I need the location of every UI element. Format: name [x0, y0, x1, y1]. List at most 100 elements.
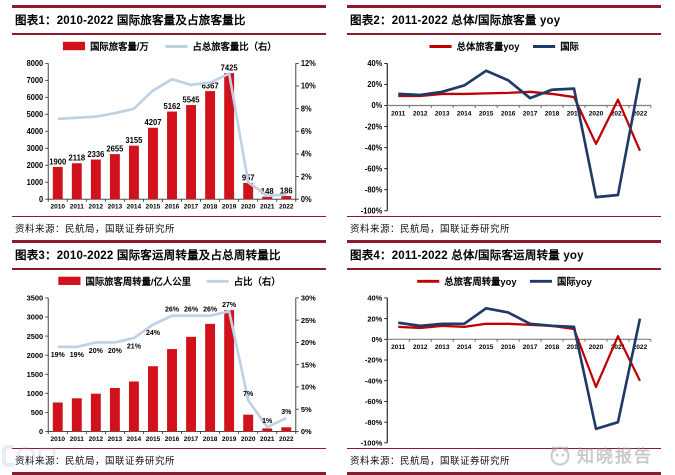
svg-text:2%: 2%	[301, 172, 312, 181]
svg-text:0: 0	[39, 427, 43, 436]
figure2-title: 图表2：2011-2022 总体/国际旅客量 yoy	[347, 5, 661, 35]
svg-text:2017: 2017	[523, 344, 538, 351]
svg-text:30%: 30%	[301, 294, 316, 303]
svg-text:2022: 2022	[279, 436, 294, 443]
svg-text:2019: 2019	[567, 110, 582, 117]
svg-text:20%: 20%	[108, 347, 123, 355]
svg-text:2000: 2000	[27, 351, 44, 360]
svg-text:2012: 2012	[89, 204, 104, 211]
svg-text:2010: 2010	[50, 204, 65, 211]
svg-text:国际yoy: 国际yoy	[557, 277, 593, 288]
svg-text:40%: 40%	[367, 294, 382, 303]
svg-text:20%: 20%	[301, 338, 316, 347]
figure4-source: 资料来源：民航局，国联证券研究所	[347, 448, 661, 475]
svg-text:2019: 2019	[567, 344, 582, 351]
svg-text:2017: 2017	[184, 436, 199, 443]
svg-text:2000: 2000	[27, 161, 44, 170]
figure1-source: 资料来源：民航局，国联证券研究所	[12, 216, 326, 240]
svg-text:2013: 2013	[435, 344, 450, 351]
svg-text:总体旅客量yoy: 总体旅客量yoy	[457, 41, 520, 53]
figure2-panel: 图表2：2011-2022 总体/国际旅客量 yoy 总体旅客量yoy 国际 40%…	[347, 5, 661, 240]
figure1-panel: 图表1：2010-2022 国际旅客量及占旅客量比 国际旅客量/万 占总旅客量比（…	[12, 5, 326, 240]
svg-text:7425: 7425	[221, 63, 239, 72]
svg-text:3000: 3000	[27, 144, 44, 153]
figure1-title: 图表1：2010-2022 国际旅客量及占旅客量比	[12, 5, 326, 35]
svg-text:2012: 2012	[413, 110, 428, 117]
svg-text:3155: 3155	[125, 136, 143, 145]
svg-text:2022: 2022	[279, 204, 294, 211]
svg-text:国际旅客周转量/亿人公里: 国际旅客周转量/亿人公里	[85, 276, 191, 288]
svg-text:2021: 2021	[260, 436, 275, 443]
svg-text:26%: 26%	[203, 305, 218, 313]
svg-text:-20%: -20%	[365, 356, 383, 365]
figure3-combo-chart: 国际旅客周转量/亿人公里 占比（右） 0 500 1000 1500 2000 2500 300…	[27, 276, 316, 443]
svg-text:2011: 2011	[70, 436, 84, 443]
svg-text:2015: 2015	[146, 204, 161, 211]
svg-text:20%: 20%	[367, 80, 382, 89]
svg-text:2014: 2014	[457, 110, 472, 117]
svg-text:-40%: -40%	[365, 143, 383, 152]
svg-text:2019: 2019	[222, 436, 237, 443]
svg-text:4%: 4%	[301, 150, 312, 159]
svg-text:19%: 19%	[70, 351, 85, 359]
svg-text:6000: 6000	[27, 93, 44, 102]
figure1-combo-chart: 国际旅客量/万 占总旅客量比（右） 0 1000 2000 3000 4000 5000 600…	[27, 41, 316, 211]
svg-text:-40%: -40%	[365, 376, 383, 385]
svg-text:25%: 25%	[301, 316, 316, 325]
svg-text:2015: 2015	[479, 344, 494, 351]
svg-text:-20%: -20%	[365, 122, 383, 131]
svg-text:-60%: -60%	[365, 397, 383, 406]
svg-text:4000: 4000	[27, 127, 44, 136]
svg-text:5162: 5162	[164, 102, 182, 111]
svg-text:-100%: -100%	[361, 438, 383, 447]
svg-text:0%: 0%	[371, 335, 382, 344]
svg-text:2010: 2010	[50, 436, 65, 443]
svg-text:2018: 2018	[545, 344, 560, 351]
svg-text:2655: 2655	[106, 144, 124, 153]
svg-text:4207: 4207	[144, 118, 161, 127]
svg-text:6367: 6367	[202, 81, 219, 90]
svg-text:2012: 2012	[413, 344, 428, 351]
svg-text:2019: 2019	[222, 204, 237, 211]
figure1-chart-area: 国际旅客量/万 占总旅客量比（右） 0 1000 2000 3000 4000 5000 600…	[12, 35, 326, 216]
svg-text:2015: 2015	[479, 110, 494, 117]
svg-text:2018: 2018	[203, 436, 218, 443]
svg-text:-80%: -80%	[365, 418, 383, 427]
figure3-title: 图表3：2010-2022 国际客运周转量及占总周转量比	[12, 240, 326, 270]
svg-text:0%: 0%	[301, 427, 312, 436]
svg-text:2013: 2013	[435, 110, 450, 117]
svg-text:15%: 15%	[301, 360, 316, 369]
figure4-line-chart: 总旅客周转量yoy 国际yoy 40% 20% 0% -20% -40% -60% -80% -1…	[361, 276, 652, 447]
svg-text:21%: 21%	[127, 342, 142, 350]
svg-text:2011: 2011	[70, 204, 84, 211]
figure3-panel: 图表3：2010-2022 国际客运周转量及占总周转量比 国际旅客周转量/亿人公…	[12, 240, 326, 475]
svg-text:-80%: -80%	[365, 185, 383, 194]
svg-text:3500: 3500	[27, 294, 44, 303]
figure3-source: 资料来源：民航局，国联证券研究所	[12, 448, 326, 475]
svg-text:148: 148	[261, 187, 274, 196]
svg-text:2011: 2011	[391, 110, 405, 117]
figure4-title: 图表4：2011-2022 总体/国际客运周转量 yoy	[347, 240, 661, 270]
svg-text:2014: 2014	[127, 436, 142, 443]
svg-text:2011: 2011	[391, 344, 405, 351]
svg-text:8000: 8000	[27, 59, 44, 68]
svg-text:2013: 2013	[108, 436, 123, 443]
svg-text:20%: 20%	[367, 314, 382, 323]
svg-text:2016: 2016	[165, 436, 180, 443]
svg-text:3000: 3000	[27, 313, 44, 322]
figure2-line-chart: 总体旅客量yoy 国际 40% 20% 0% -20% -40% -60% -80% -100% 2…	[361, 41, 652, 215]
svg-text:2336: 2336	[87, 150, 105, 159]
svg-text:2017: 2017	[523, 110, 538, 117]
svg-text:0%: 0%	[301, 195, 312, 204]
svg-text:27%: 27%	[222, 301, 237, 309]
svg-text:国际: 国际	[560, 42, 579, 53]
svg-text:国际旅客量/万: 国际旅客量/万	[90, 41, 149, 53]
svg-text:5000: 5000	[27, 110, 44, 119]
svg-text:5545: 5545	[183, 95, 201, 104]
svg-text:2014: 2014	[127, 204, 142, 211]
svg-text:占总旅客量比（右）: 占总旅客量比（右）	[193, 41, 277, 53]
svg-text:2012: 2012	[89, 436, 104, 443]
figure2-source: 资料来源：民航局，国联证券研究所	[347, 216, 661, 240]
svg-text:19%: 19%	[51, 351, 66, 359]
